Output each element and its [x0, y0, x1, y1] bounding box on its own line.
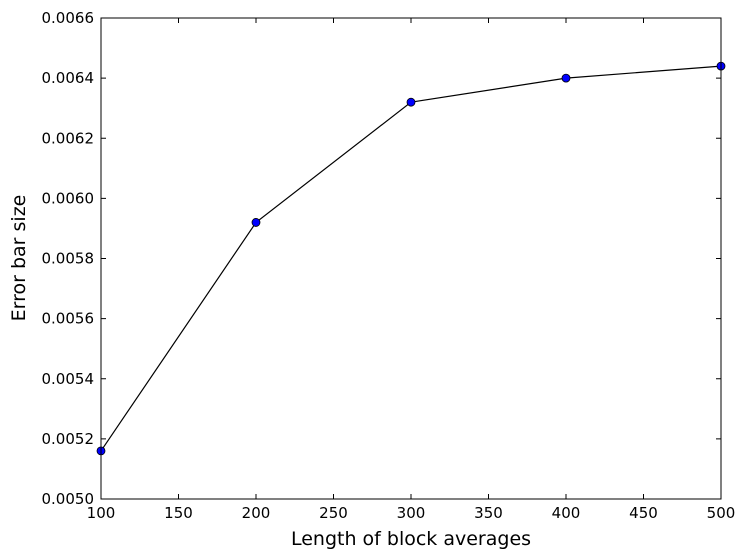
y-tick-label: 0.0058: [42, 250, 95, 268]
data-point: [406, 97, 416, 107]
y-tick-label: 0.0056: [42, 310, 95, 328]
y-axis-label: Error bar size: [8, 195, 30, 322]
plot-frame: [100, 17, 722, 500]
x-tick-label: 100: [87, 504, 116, 522]
plot-area: [101, 18, 721, 499]
y-tick-label: 0.0054: [42, 370, 95, 388]
y-tick-label: 0.0062: [42, 129, 95, 147]
x-tick-label: 400: [552, 504, 581, 522]
x-tick-label: 450: [629, 504, 658, 522]
y-tick-label: 0.0064: [42, 69, 95, 87]
x-tick-label: 200: [242, 504, 271, 522]
x-axis-label: Length of block averages: [291, 528, 531, 550]
y-tick-label: 0.0050: [42, 490, 95, 508]
x-tick-label: 150: [164, 504, 193, 522]
x-tick-label: 350: [474, 504, 503, 522]
data-point: [251, 218, 261, 227]
x-tick-label: 500: [707, 504, 736, 522]
x-tick-label: 300: [397, 504, 426, 522]
y-tick-label: 0.0066: [42, 9, 95, 27]
y-tick-label: 0.0060: [42, 189, 95, 207]
data-point: [561, 73, 571, 83]
y-tick-label: 0.0052: [42, 430, 95, 448]
x-tick-label: 250: [319, 504, 348, 522]
